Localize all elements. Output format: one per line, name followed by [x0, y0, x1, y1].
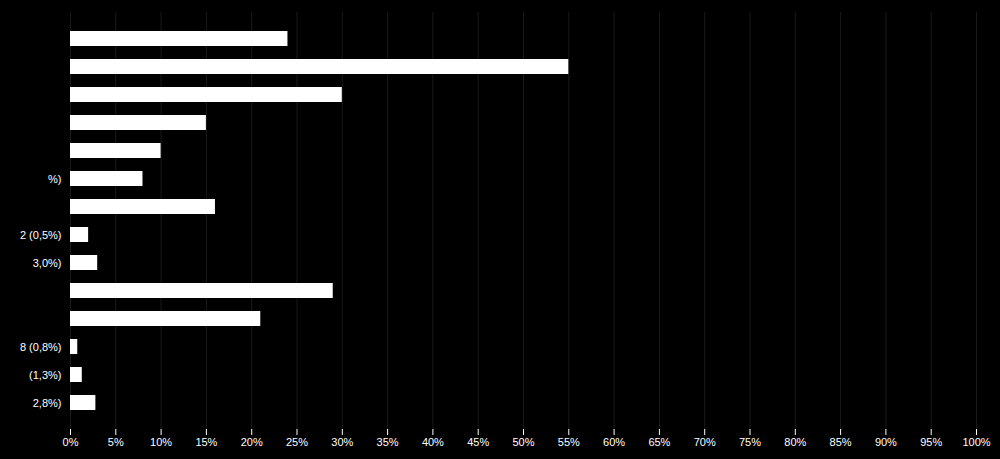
svg-text:2 (0,5%): 2 (0,5%) — [20, 229, 62, 241]
svg-text:85%: 85% — [830, 436, 852, 448]
svg-text:35%: 35% — [377, 436, 399, 448]
svg-text:50%: 50% — [512, 436, 534, 448]
svg-text:45%: 45% — [467, 436, 489, 448]
svg-text:75%: 75% — [739, 436, 761, 448]
svg-text:(1,3%): (1,3%) — [29, 369, 61, 381]
svg-text:65%: 65% — [648, 436, 670, 448]
svg-text:90%: 90% — [875, 436, 897, 448]
svg-text:20%: 20% — [241, 436, 263, 448]
svg-text:0%: 0% — [63, 436, 79, 448]
svg-text:2,8%): 2,8%) — [33, 397, 62, 409]
svg-text:70%: 70% — [694, 436, 716, 448]
svg-text:15%: 15% — [195, 436, 217, 448]
svg-text:8 (0,8%): 8 (0,8%) — [20, 341, 62, 353]
svg-text:40%: 40% — [422, 436, 444, 448]
svg-text:%): %) — [48, 173, 61, 185]
svg-text:55%: 55% — [558, 436, 580, 448]
svg-text:100%: 100% — [962, 436, 990, 448]
svg-text:30%: 30% — [331, 436, 353, 448]
svg-text:10%: 10% — [150, 436, 172, 448]
svg-text:25%: 25% — [286, 436, 308, 448]
svg-text:3,0%): 3,0%) — [33, 257, 62, 269]
svg-text:5%: 5% — [108, 436, 124, 448]
svg-text:60%: 60% — [603, 436, 625, 448]
svg-text:95%: 95% — [920, 436, 942, 448]
svg-text:80%: 80% — [784, 436, 806, 448]
